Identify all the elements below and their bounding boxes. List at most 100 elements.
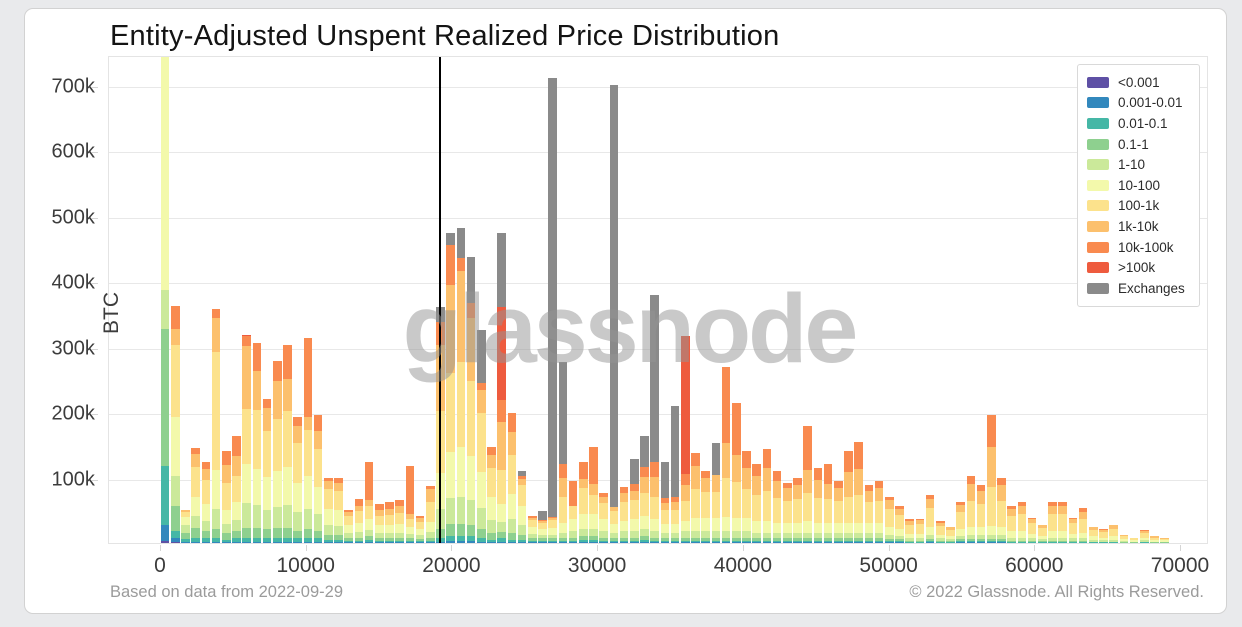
bar-bin-51800[interactable] — [915, 518, 925, 543]
bar-bin-30100[interactable] — [599, 492, 609, 543]
bar-bin-46200[interactable] — [833, 481, 843, 543]
bar-bin-63700[interactable] — [1088, 526, 1098, 543]
bar-bin-30800[interactable] — [609, 84, 619, 543]
legend-item->100k[interactable]: >100k — [1087, 257, 1190, 278]
bar-bin-51100[interactable] — [905, 519, 915, 543]
bar-bin-58800[interactable] — [1017, 501, 1027, 543]
bar-bin-20300[interactable] — [456, 228, 466, 543]
bar-bin-68600[interactable] — [1160, 538, 1170, 543]
bar-bin-37800[interactable] — [711, 442, 721, 543]
bar-bin-14700[interactable] — [374, 503, 384, 543]
bar-bin-38500[interactable] — [721, 367, 731, 543]
bar-bin-0[interactable] — [160, 57, 170, 543]
bar-bin-4200[interactable] — [221, 451, 231, 543]
bar-bin-64400[interactable] — [1099, 529, 1108, 543]
bar-bin-49700[interactable] — [884, 496, 894, 543]
legend-item-Exchanges[interactable]: Exchanges — [1087, 278, 1190, 299]
bar-bin-56000[interactable] — [976, 484, 986, 543]
bar-bin-22400[interactable] — [487, 447, 496, 543]
bar-bin-44100[interactable] — [803, 426, 813, 543]
bar-bin-57400[interactable] — [997, 477, 1006, 543]
bar-bin-53900[interactable] — [946, 526, 955, 543]
bar-bin-16100[interactable] — [395, 500, 405, 543]
bar-bin-55300[interactable] — [966, 476, 976, 543]
bar-bin-49000[interactable] — [874, 481, 884, 543]
bar-bin-8400[interactable] — [283, 345, 292, 543]
bar-bin-9800[interactable] — [303, 338, 313, 543]
bar-bin-58100[interactable] — [1007, 506, 1017, 543]
bar-bin-35000[interactable] — [670, 406, 680, 543]
bar-bin-11200[interactable] — [323, 477, 333, 543]
bar-bin-31500[interactable] — [619, 486, 629, 543]
bar-bin-41300[interactable] — [762, 449, 772, 543]
bar-bin-65100[interactable] — [1109, 524, 1119, 543]
bar-bin-16800[interactable] — [405, 466, 415, 543]
bar-bin-25200[interactable] — [527, 516, 537, 543]
bar-bin-10500[interactable] — [313, 414, 323, 543]
bar-bin-700[interactable] — [170, 305, 180, 543]
bar-bin-33600[interactable] — [650, 295, 660, 543]
bar-bin-15400[interactable] — [385, 501, 394, 543]
bar-bin-34300[interactable] — [660, 461, 670, 543]
legend-item-<0.001[interactable]: <0.001 — [1087, 72, 1190, 93]
legend-item-100-1k[interactable]: 100-1k — [1087, 196, 1190, 217]
bar-bin-54600[interactable] — [956, 501, 966, 543]
bar-bin-39200[interactable] — [731, 402, 741, 543]
bar-bin-37100[interactable] — [701, 471, 711, 543]
legend-item-0.1-1[interactable]: 0.1-1 — [1087, 134, 1190, 155]
bar-bin-13300[interactable] — [354, 498, 364, 543]
bar-bin-5600[interactable] — [242, 334, 252, 543]
bar-bin-18200[interactable] — [425, 486, 435, 543]
bar-bin-56700[interactable] — [986, 414, 996, 543]
bar-bin-42700[interactable] — [782, 482, 792, 543]
bar-bin-48300[interactable] — [864, 484, 874, 543]
bar-bin-42000[interactable] — [772, 471, 782, 543]
legend-item-1-10[interactable]: 1-10 — [1087, 154, 1190, 175]
bar-bin-23100[interactable] — [497, 232, 507, 543]
bar-bin-12600[interactable] — [344, 510, 354, 543]
legend-item-10-100[interactable]: 10-100 — [1087, 175, 1190, 196]
bar-bin-53200[interactable] — [935, 521, 945, 543]
bar-bin-17500[interactable] — [415, 516, 425, 543]
bar-bin-35700[interactable] — [680, 336, 690, 543]
bar-bin-24500[interactable] — [517, 471, 527, 543]
bar-bin-19600[interactable] — [446, 233, 456, 543]
bar-bin-21700[interactable] — [476, 329, 486, 543]
bar-bin-36400[interactable] — [691, 452, 700, 543]
bar-bin-60200[interactable] — [1037, 524, 1047, 543]
bar-bin-44800[interactable] — [813, 467, 823, 543]
bar-bin-62300[interactable] — [1068, 517, 1078, 543]
bar-bin-7000[interactable] — [262, 398, 272, 543]
bar-bin-32200[interactable] — [629, 459, 639, 543]
bar-bin-9100[interactable] — [293, 416, 303, 543]
bar-bin-2800[interactable] — [201, 462, 211, 543]
bar-bin-2100[interactable] — [191, 448, 201, 543]
bar-bin-59500[interactable] — [1027, 517, 1037, 543]
bar-bin-6300[interactable] — [252, 343, 262, 543]
bar-bin-28000[interactable] — [568, 481, 578, 543]
bar-bin-65800[interactable] — [1119, 534, 1129, 543]
bar-bin-45500[interactable] — [823, 464, 833, 543]
bar-bin-25900[interactable] — [538, 510, 547, 543]
bar-bin-1400[interactable] — [181, 510, 190, 543]
legend-item-0.001-0.01[interactable]: 0.001-0.01 — [1087, 93, 1190, 114]
bar-bin-43400[interactable] — [793, 477, 802, 543]
bar-bin-50400[interactable] — [895, 506, 904, 543]
bar-bin-63000[interactable] — [1078, 507, 1088, 543]
bar-bin-14000[interactable] — [364, 462, 374, 543]
legend-item-10k-100k[interactable]: 10k-100k — [1087, 237, 1190, 258]
bar-bin-39900[interactable] — [742, 451, 751, 543]
bar-bin-60900[interactable] — [1048, 502, 1057, 543]
bar-bin-47600[interactable] — [854, 441, 864, 543]
bar-bin-40600[interactable] — [752, 464, 762, 543]
bar-bin-21000[interactable] — [466, 256, 476, 543]
bar-bin-7700[interactable] — [272, 360, 282, 543]
bar-bin-27300[interactable] — [558, 362, 568, 543]
bar-bin-28700[interactable] — [578, 462, 588, 543]
bar-bin-23800[interactable] — [507, 412, 517, 543]
bar-bin-67200[interactable] — [1139, 529, 1149, 543]
bar-bin-52500[interactable] — [925, 494, 935, 543]
legend-item-1k-10k[interactable]: 1k-10k — [1087, 216, 1190, 237]
bar-bin-66500[interactable] — [1129, 537, 1139, 543]
legend-item-0.01-0.1[interactable]: 0.01-0.1 — [1087, 113, 1190, 134]
